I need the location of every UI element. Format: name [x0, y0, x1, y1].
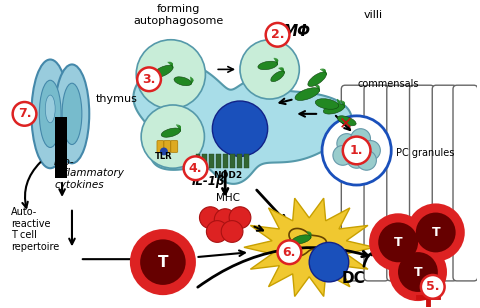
Text: PC granules: PC granules	[396, 148, 455, 158]
Bar	[237, 154, 242, 168]
Circle shape	[184, 156, 207, 180]
Text: MΦ: MΦ	[283, 24, 311, 39]
Text: T: T	[414, 265, 422, 278]
FancyBboxPatch shape	[409, 85, 434, 281]
Circle shape	[322, 116, 391, 185]
Bar	[55, 117, 67, 178]
Bar	[203, 154, 207, 168]
Text: Auto-
reactive
T cell
repertoire: Auto- reactive T cell repertoire	[11, 207, 59, 252]
FancyBboxPatch shape	[432, 85, 457, 281]
Ellipse shape	[337, 116, 356, 126]
FancyBboxPatch shape	[157, 140, 164, 152]
Text: TLR: TLR	[155, 152, 173, 161]
Circle shape	[360, 140, 380, 160]
Circle shape	[343, 137, 371, 164]
Bar	[216, 154, 221, 168]
Bar	[230, 154, 235, 168]
Ellipse shape	[308, 72, 326, 87]
Text: thymus: thymus	[96, 94, 138, 104]
Circle shape	[357, 150, 376, 170]
Circle shape	[371, 215, 426, 270]
Text: T: T	[394, 236, 402, 249]
Ellipse shape	[271, 71, 284, 82]
FancyBboxPatch shape	[453, 85, 478, 281]
Text: 7.: 7.	[18, 107, 31, 120]
Circle shape	[351, 129, 371, 148]
Circle shape	[416, 213, 456, 253]
Ellipse shape	[315, 99, 339, 109]
Circle shape	[206, 221, 228, 242]
Ellipse shape	[324, 104, 345, 114]
Circle shape	[347, 148, 367, 168]
Bar	[195, 154, 201, 168]
Circle shape	[200, 207, 221, 229]
Ellipse shape	[32, 59, 69, 168]
Circle shape	[229, 207, 251, 229]
Text: ✕: ✕	[339, 114, 353, 132]
Circle shape	[137, 67, 161, 91]
Ellipse shape	[174, 77, 192, 86]
Ellipse shape	[55, 64, 89, 163]
Text: T: T	[432, 226, 440, 239]
Circle shape	[131, 230, 194, 294]
Polygon shape	[244, 198, 374, 297]
Ellipse shape	[153, 65, 173, 78]
Text: 6.: 6.	[283, 246, 296, 259]
Bar	[244, 154, 249, 168]
Text: MHC: MHC	[216, 193, 240, 203]
Bar	[223, 154, 228, 168]
Circle shape	[140, 239, 186, 285]
Circle shape	[214, 209, 236, 230]
FancyBboxPatch shape	[171, 140, 178, 152]
FancyBboxPatch shape	[387, 85, 411, 281]
Text: IL-1β: IL-1β	[192, 175, 225, 188]
Text: 1.: 1.	[350, 144, 363, 157]
Ellipse shape	[292, 235, 311, 244]
Polygon shape	[133, 61, 352, 184]
Text: 3.: 3.	[143, 73, 156, 86]
Text: 4.: 4.	[189, 162, 202, 175]
Ellipse shape	[62, 83, 82, 144]
Circle shape	[12, 102, 36, 126]
Ellipse shape	[39, 80, 61, 148]
Text: 2.: 2.	[271, 28, 284, 41]
Circle shape	[266, 23, 289, 47]
Text: T: T	[157, 255, 168, 270]
Circle shape	[136, 40, 205, 109]
FancyBboxPatch shape	[164, 140, 171, 152]
Text: forming
autophagosome: forming autophagosome	[133, 4, 224, 26]
Ellipse shape	[45, 95, 55, 123]
Text: DC: DC	[342, 271, 366, 286]
Text: commensals: commensals	[358, 79, 419, 89]
Circle shape	[333, 145, 353, 165]
Circle shape	[160, 148, 168, 155]
Bar	[209, 154, 214, 168]
Circle shape	[309, 242, 349, 282]
Circle shape	[240, 40, 300, 99]
Text: 5.: 5.	[426, 280, 440, 293]
Circle shape	[277, 240, 301, 264]
Text: villi: villi	[364, 10, 383, 20]
Circle shape	[141, 105, 204, 168]
Circle shape	[221, 221, 243, 242]
Ellipse shape	[161, 128, 180, 137]
Circle shape	[408, 205, 463, 260]
Circle shape	[398, 252, 438, 292]
FancyBboxPatch shape	[364, 85, 389, 281]
FancyBboxPatch shape	[341, 85, 366, 281]
Ellipse shape	[258, 61, 277, 70]
Circle shape	[212, 101, 268, 156]
Circle shape	[337, 134, 357, 153]
Circle shape	[390, 244, 445, 300]
Text: Pro-
inflammatory
cytokines: Pro- inflammatory cytokines	[54, 156, 124, 190]
Ellipse shape	[295, 88, 319, 100]
Text: NOD2: NOD2	[214, 171, 243, 180]
Circle shape	[378, 222, 418, 262]
Circle shape	[421, 275, 444, 299]
